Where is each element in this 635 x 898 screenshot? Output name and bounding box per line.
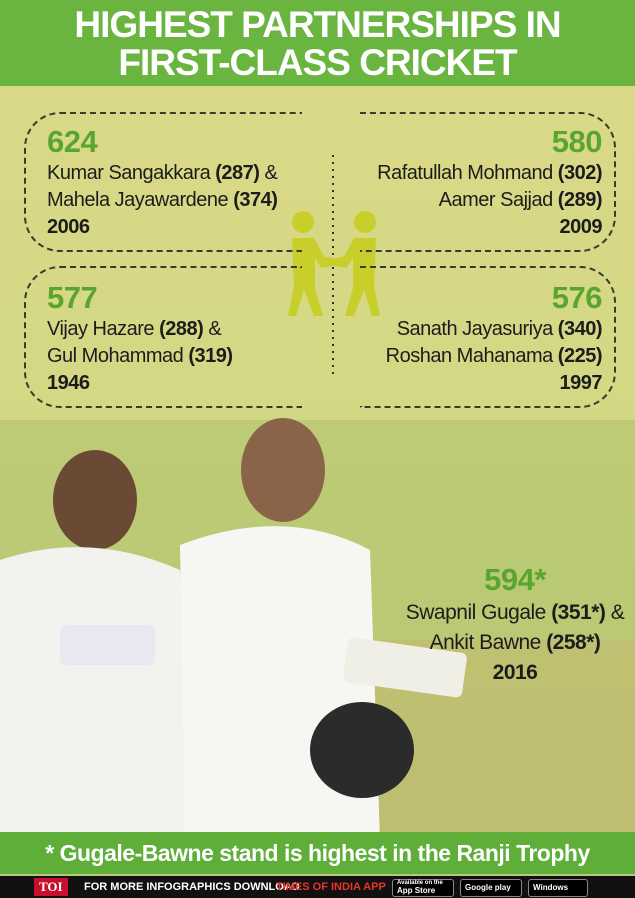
player-runs: (374) [233, 189, 278, 211]
partnership-year: 2009 [559, 216, 603, 238]
footer-app: TIMES OF INDIA APP [276, 881, 386, 893]
partnership-total: 580 [551, 124, 603, 159]
partnership-year: 2016 [492, 661, 538, 684]
player-name: Rafatullah Mohmand [377, 162, 553, 184]
player-name: Ankit Bawne [429, 631, 542, 654]
player-line: Ankit Bawne (258*) [395, 628, 635, 658]
partnership-highlight: 594* Swapnil Gugale (351*) & Ankit Bawne (… [395, 562, 635, 688]
app-badge[interactable]: Windows Phone [528, 879, 588, 897]
footer-text: FOR MORE INFOGRAPHICS DOWNLOAD [84, 881, 300, 893]
badge-label: App Store [397, 886, 436, 895]
partnership: 624 Kumar Sangakkara (287) & Mahela Jayawa… [47, 124, 278, 241]
partnership-year: 2006 [47, 216, 90, 238]
player-name: Kumar Sangakkara [47, 162, 211, 184]
player-runs: (288) [159, 318, 204, 340]
player-runs: (289) [557, 189, 603, 211]
title-line: FIRST-CLASS CRICKET [118, 42, 517, 83]
player-runs: (225) [557, 345, 603, 367]
player-name: Sanath Jayasuriya [396, 318, 554, 340]
partnership-total: 624 [47, 124, 98, 159]
partnership-total: 594* [484, 562, 546, 597]
player-line: Sanath Jayasuriya (340) [386, 316, 603, 343]
badge-small: Available on the [397, 880, 443, 886]
player-line: Roshan Mahanama (225) [385, 343, 603, 370]
joiner: & [264, 162, 278, 184]
badge-label: Windows Phone [533, 883, 569, 892]
partnership: 576 Sanath Jayasuriya (340) Roshan Mahanam… [385, 280, 603, 397]
player-line: Kumar Sangakkara (287) & [47, 160, 278, 187]
partnership-total: 576 [551, 280, 603, 315]
player-name: Roshan Mahanama [385, 345, 554, 367]
partnership-year: 1946 [47, 372, 90, 394]
partnership: 580 Rafatullah Mohmand (302) Aamer Sajjad … [377, 124, 602, 241]
footer: TOI FOR MORE INFOGRAPHICS DOWNLOAD TIMES… [0, 876, 635, 898]
player-runs: (340) [557, 318, 603, 340]
player-name: Vijay Hazare [47, 318, 155, 340]
player-line: Aamer Sajjad (289) [377, 187, 603, 214]
joiner: & [610, 601, 625, 624]
player-runs: (287) [215, 162, 260, 184]
player-runs: (258*) [546, 631, 601, 654]
dashed-box [360, 112, 616, 252]
player-name: Mahela Jayawardene [47, 189, 229, 211]
partnership-total: 577 [47, 280, 98, 315]
player-name: Aamer Sajjad [438, 189, 554, 211]
player-line: Mahela Jayawardene (374) [47, 187, 278, 214]
app-badge[interactable]: Google play [460, 879, 522, 897]
title-line: HIGHEST PARTNERSHIPS IN [74, 4, 561, 45]
player-line: Vijay Hazare (288) & [47, 316, 233, 343]
brand-logo: TOI [34, 878, 68, 896]
player-name: Swapnil Gugale [405, 601, 547, 624]
player-line: Gul Mohammad (319) [47, 343, 233, 370]
partnership-year: 1997 [559, 372, 603, 394]
app-badge[interactable]: Available on the App Store [392, 879, 454, 897]
dashed-box [24, 266, 302, 408]
player-name: Gul Mohammad [47, 345, 184, 367]
player-runs: (319) [188, 345, 233, 367]
partnership: 577 Vijay Hazare (288) & Gul Mohammad (319… [47, 280, 233, 397]
joiner: & [208, 318, 222, 340]
header-band [0, 0, 635, 86]
dashed-box [24, 112, 302, 252]
player-runs: (351*) [551, 601, 606, 624]
note-band: * Gugale-Bawne stand is highest in the R… [0, 832, 635, 874]
player-runs: (302) [557, 162, 603, 184]
badge-label: Google play [465, 883, 511, 892]
dashed-box [360, 266, 616, 408]
player-line: Rafatullah Mohmand (302) [377, 160, 602, 187]
player-line: Swapnil Gugale (351*) & [395, 598, 635, 628]
